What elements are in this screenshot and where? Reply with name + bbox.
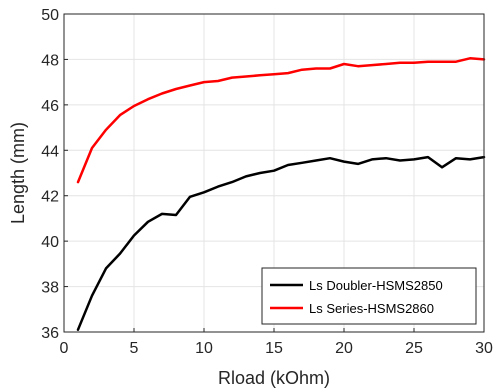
x-tick-label: 30 (475, 340, 493, 357)
x-tick-label: 10 (195, 340, 213, 357)
x-tick-label: 0 (60, 340, 69, 357)
y-tick-label: 38 (41, 280, 59, 297)
y-tick-label: 36 (41, 325, 59, 342)
legend: Ls Doubler-HSMS2850 Ls Series-HSMS2860 (261, 267, 477, 325)
x-tick-label: 25 (405, 340, 423, 357)
x-tick-label: 15 (265, 340, 283, 357)
x-tick-label: 20 (335, 340, 353, 357)
series-layer (76, 57, 486, 331)
legend-label-series: Ls Series-HSMS2860 (309, 301, 434, 316)
y-tick-label: 50 (41, 7, 59, 24)
legend-box (261, 267, 477, 325)
x-axis-label: Rload (kOhm) (218, 368, 330, 388)
x-tick-label: 5 (130, 340, 139, 357)
y-tick-label: 48 (41, 52, 59, 69)
y-tick-label: 40 (41, 234, 59, 251)
y-tick-label: 46 (41, 98, 59, 115)
tick-labels: 0 5 10 15 20 25 30 36 38 40 42 44 46 48 50 (41, 7, 493, 357)
ticks (63, 13, 485, 333)
y-tick-label: 42 (41, 189, 59, 206)
series-line-series (76, 57, 486, 184)
y-tick-label: 44 (41, 143, 59, 160)
legend-label-doubler: Ls Doubler-HSMS2850 (309, 278, 443, 293)
y-axis-label: Length (mm) (8, 122, 28, 224)
series-line-doubler (76, 155, 486, 331)
